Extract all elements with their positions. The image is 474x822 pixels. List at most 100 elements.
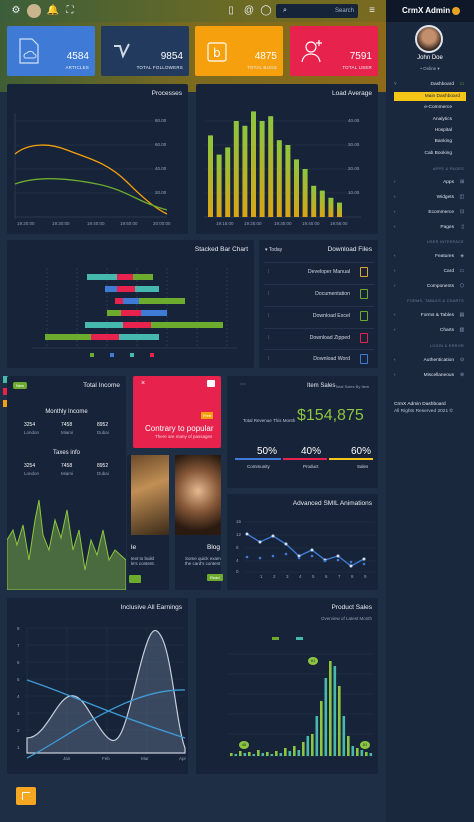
search-input[interactable]: Search	[276, 4, 358, 18]
sidebar-item-dashboard[interactable]: ˅ Dashboard ▭	[394, 80, 466, 89]
stat-card-followers[interactable]: 9854 TOTAL FOLLOWERS	[101, 26, 189, 76]
sidebar-sub-analytics[interactable]: Analytics	[432, 117, 452, 122]
sidebar-label: Apps	[443, 180, 454, 185]
chat-icon[interactable]: ◯	[260, 5, 272, 16]
sales-name: Community	[247, 464, 270, 469]
sidebar-item-pages[interactable]: ‹ Pages ▯	[394, 223, 466, 232]
data-badge: 81	[308, 657, 318, 665]
stat-label: TOTAL USER	[342, 65, 372, 70]
y-tick: 10.00	[348, 190, 360, 195]
product-bar	[279, 753, 283, 756]
file-icon	[360, 289, 368, 299]
chevron-left-icon: ‹	[394, 254, 396, 259]
load-bar	[251, 111, 256, 217]
chevron-left-icon: ‹	[394, 373, 396, 378]
product-bar	[234, 754, 238, 756]
list-item[interactable]: ⁞ Download Excel	[264, 306, 374, 325]
list-item[interactable]: ⁞ Documentation	[264, 284, 374, 303]
stat-card-bugs[interactable]: b 4875 TOTAL BUGS	[195, 26, 283, 76]
stat-card-articles[interactable]: 4584 ARTICLES	[7, 26, 95, 76]
fullscreen-icon[interactable]: ⛶	[66, 5, 74, 16]
product-bar	[243, 753, 247, 756]
product-bar	[329, 661, 332, 756]
sidebar-sub-ecommerce[interactable]: e-Commerce	[424, 105, 452, 110]
user-status[interactable]: • Online ▾	[420, 66, 440, 71]
sidebar: CrmX Admin John Doe • Online ▾ ˅ Dashboar…	[386, 0, 474, 822]
data-badge: 45	[239, 741, 249, 749]
scroll-top-button[interactable]	[16, 787, 36, 805]
sidebar-item-miscellaneous[interactable]: ‹ Miscellaneous ⊚	[394, 371, 466, 380]
sidebar-item-features[interactable]: ‹ Features ◈	[394, 252, 466, 261]
panel-title: Download Files	[327, 246, 372, 253]
menu-icon[interactable]: ≡	[369, 5, 375, 16]
sidebar-label: Components	[426, 284, 454, 289]
y-tick: 12	[236, 532, 242, 537]
document-icon	[19, 38, 39, 64]
sidebar-item-forms[interactable]: ‹ Forms & Tables ▤	[394, 311, 466, 320]
card-text: text to build le's content.	[131, 556, 155, 566]
file-name: Download Zipped	[309, 335, 350, 341]
stat-card-users[interactable]: 7591 TOTAL USER	[290, 26, 378, 76]
product-bar	[270, 754, 274, 756]
gear-icon[interactable]: ⚙	[11, 5, 21, 16]
sales-pct: 60%	[351, 446, 372, 457]
photo-card[interactable]: le text to build le's content.	[127, 455, 169, 590]
x-tick: 4	[299, 574, 302, 579]
sidebar-item-main-dashboard[interactable]: Main Dashboard	[394, 92, 466, 101]
list-item[interactable]: ⁞ Download Zipped	[264, 328, 374, 347]
y-tick: 20.00	[155, 190, 167, 195]
search-icon[interactable]: ⌕	[283, 7, 287, 14]
promo-card[interactable]: × Free Contrary to popular There are man…	[133, 376, 221, 448]
search-placeholder: Search	[334, 8, 354, 14]
sidebar-sub-hospital[interactable]: Hospital	[434, 128, 452, 133]
stacked-bar-panel: Stacked Bar Chart	[7, 240, 254, 368]
list-item[interactable]: ⁞ Developer Manual	[264, 262, 374, 281]
sidebar-label: Authentication	[423, 358, 454, 363]
tab-label: Today	[268, 247, 283, 253]
chevron-left-icon: ‹	[394, 284, 396, 289]
sidebar-sub-banking[interactable]: Banking	[434, 139, 452, 144]
x-tick: 19:35:00	[274, 221, 292, 226]
sidebar-sub-cab-booking[interactable]: Cab Booking	[424, 151, 452, 156]
x-tick: 19:30:00	[52, 221, 70, 226]
sidebar-item-ecommerce[interactable]: ‹ Ecommerce ⊡	[394, 208, 466, 217]
product-bar	[275, 751, 278, 756]
sidebar-item-authentication[interactable]: ‹ Authentication ⊙	[394, 356, 466, 365]
read-button[interactable]: Read	[207, 574, 223, 581]
income-area-chart	[7, 499, 126, 590]
photo-card[interactable]: Blog Some quick exam the card's content …	[175, 455, 223, 590]
drag-icon: ⁞	[268, 335, 270, 341]
sidebar-item-components[interactable]: ‹ Components ⬡	[394, 282, 466, 291]
tab-today[interactable]: ▾ Today	[265, 247, 283, 253]
sidebar-item-widgets[interactable]: ‹ Widgets ◫	[394, 193, 466, 202]
sidebar-item-charts[interactable]: ‹ Charts ▥	[394, 326, 466, 335]
at-icon[interactable]: @	[243, 5, 255, 16]
x-tick: 19:15:00	[216, 221, 234, 226]
load-bar	[302, 169, 308, 217]
list-item[interactable]: ⁞ Download Word	[264, 349, 374, 368]
x-tick: 19:55:00	[330, 221, 348, 226]
x-tick: 9	[364, 574, 367, 579]
x-tick: 19:20:00	[17, 221, 35, 226]
bell-icon[interactable]: 🔔	[46, 5, 60, 16]
product-bar	[261, 753, 265, 756]
item-sales-panel: ⋯ Item Sales Total Sales By Item Total R…	[227, 376, 378, 488]
product-bar	[365, 752, 368, 756]
product-bar	[297, 750, 301, 756]
y-tick: 6	[17, 660, 20, 665]
sidebar-label: Card	[443, 269, 454, 274]
sidebar-item-card[interactable]: ‹ Card ▭	[394, 267, 466, 276]
product-bar	[239, 751, 242, 756]
sidebar-label: Miscellaneous	[423, 373, 454, 378]
close-icon[interactable]: ×	[141, 380, 146, 387]
sidebar-item-apps[interactable]: ‹ Apps ⊞	[394, 178, 466, 187]
user-avatar[interactable]	[415, 25, 443, 53]
dashboard-icon: ▭	[459, 82, 464, 87]
card-button[interactable]	[129, 575, 141, 583]
clipboard-icon[interactable]: ▯	[228, 5, 234, 16]
more-icon[interactable]: ⋯	[240, 382, 246, 388]
panel-subtitle: Total Sales By Item	[335, 384, 370, 389]
avatar[interactable]	[27, 4, 41, 18]
product-bar	[324, 678, 328, 756]
stat-value: 4875	[254, 51, 277, 62]
